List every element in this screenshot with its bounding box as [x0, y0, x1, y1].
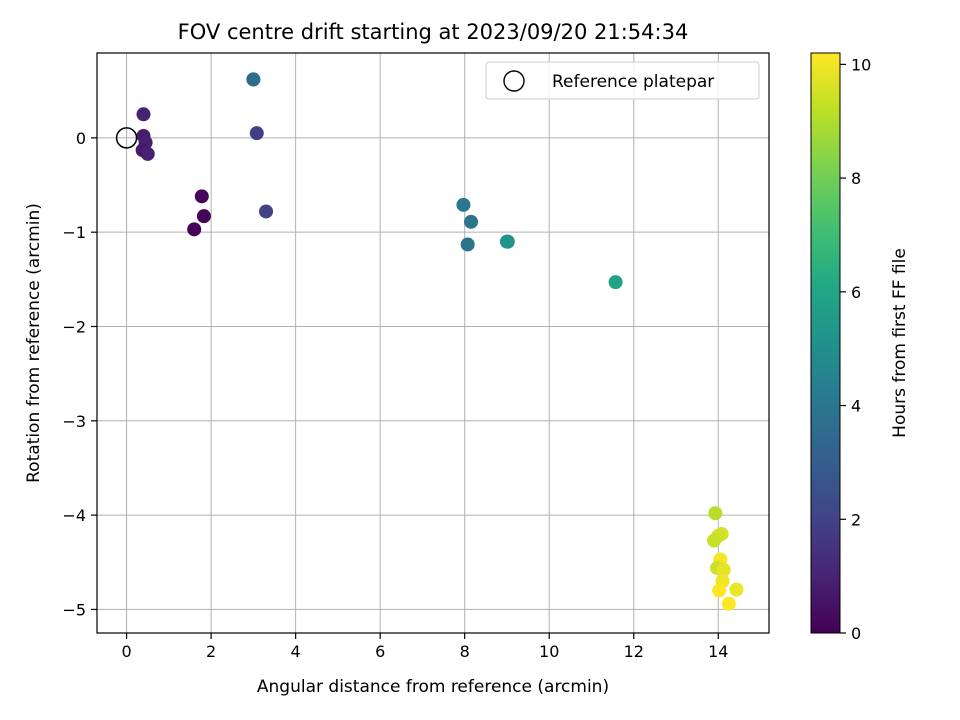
colorbar-tick-label: 2	[851, 510, 861, 529]
legend-label: Reference platepar	[552, 72, 714, 92]
x-axis-title: Angular distance from reference (arcmin)	[257, 677, 609, 697]
x-tick-label: 4	[291, 642, 301, 661]
colorbar-tick-label: 6	[851, 283, 861, 302]
y-tick-label: 0	[76, 129, 86, 148]
colorbar-tick-label: 10	[851, 55, 871, 74]
data-point	[729, 582, 744, 597]
data-point	[464, 214, 479, 229]
legend-reference-marker	[503, 70, 525, 92]
x-tick-label: 8	[460, 642, 470, 661]
data-points	[135, 72, 744, 611]
colorbar	[810, 52, 841, 634]
data-point	[196, 209, 211, 224]
x-axis-ticks: 0 2 4 6 8 10 12 14	[121, 633, 728, 661]
data-point	[608, 275, 623, 290]
reference-platepar-marker	[115, 127, 138, 149]
colorbar-tick-label: 8	[851, 169, 861, 188]
plot-frame	[96, 52, 770, 634]
data-point	[140, 146, 155, 161]
data-point	[194, 189, 209, 204]
colorbar-ticks: 0 2 4 6 8 10	[840, 55, 871, 643]
y-tick-label: −3	[62, 412, 86, 431]
data-point	[712, 583, 727, 598]
y-axis-ticks: 0 −1 −2 −3 −4 −5	[62, 129, 97, 619]
y-tick-label: −4	[62, 506, 86, 525]
data-point	[456, 197, 471, 212]
x-tick-label: 6	[375, 642, 385, 661]
x-tick-label: 2	[206, 642, 216, 661]
y-tick-label: −1	[62, 223, 86, 242]
data-point	[721, 596, 736, 611]
data-point	[259, 204, 274, 219]
x-tick-label: 10	[539, 642, 559, 661]
data-point	[708, 506, 723, 521]
legend-box	[485, 61, 760, 100]
data-point	[136, 107, 151, 122]
y-axis-title: Rotation from reference (arcmin)	[24, 203, 44, 483]
x-tick-label: 0	[121, 642, 131, 661]
colorbar-tick-label: 4	[851, 397, 861, 416]
y-tick-label: −2	[62, 317, 86, 336]
colorbar-tick-label: 0	[851, 624, 861, 643]
data-point	[460, 237, 475, 252]
data-point	[187, 222, 202, 237]
data-point	[716, 562, 731, 577]
y-tick-label: −5	[62, 600, 86, 619]
data-point	[249, 126, 264, 141]
reference-marker-layer	[115, 127, 138, 149]
data-point	[246, 72, 261, 87]
x-tick-label: 14	[708, 642, 728, 661]
data-point	[500, 234, 515, 249]
data-point	[707, 533, 722, 548]
colorbar-title: Hours from first FF file	[890, 248, 910, 438]
legend: Reference platepar	[485, 61, 760, 100]
chart-title: FOV centre drift starting at 2023/09/20 …	[178, 20, 689, 44]
x-tick-label: 12	[624, 642, 644, 661]
grid	[97, 53, 769, 633]
